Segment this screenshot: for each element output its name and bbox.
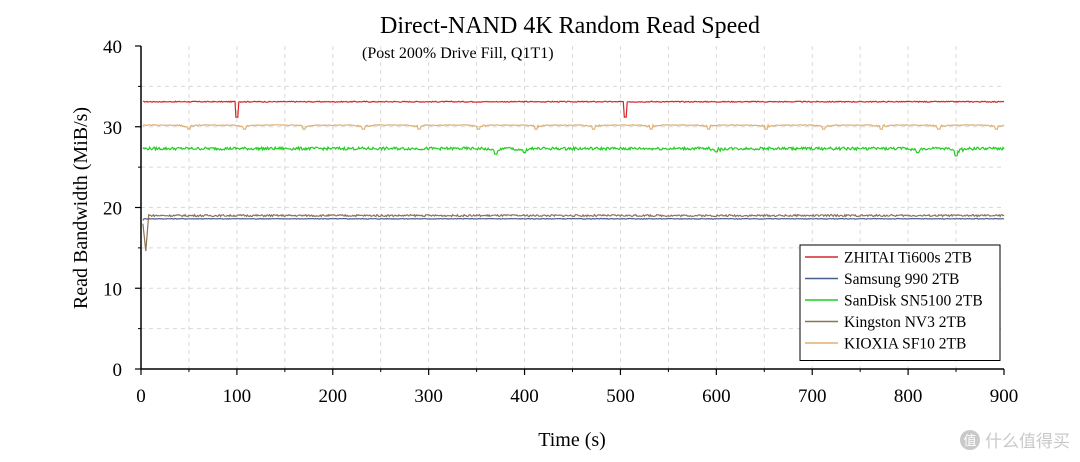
x-tick-label: 300 [414,386,443,407]
x-tick-label: 400 [510,386,539,407]
y-tick-label: 0 [113,360,123,381]
watermark: 值 什么值得买 [960,427,1070,452]
series-line-zhitai-ti600s-2tb [142,100,1005,118]
legend-box [799,244,1001,361]
chart-title: Direct-NAND 4K Random Read Speed [380,13,760,39]
legend-label: ZHITAI Ti600s 2TB [844,250,972,267]
x-tick-label: 600 [702,386,731,407]
series-layer [142,100,1005,252]
x-tick-label: 700 [798,386,827,407]
legend-label: Samsung 990 2TB [844,271,959,288]
x-tick-label: 800 [894,386,923,407]
legend: ZHITAI Ti600s 2TB Samsung 990 2TB SanDisk … [799,244,1001,361]
x-tick-label: 900 [990,386,1019,407]
series-line-sandisk-sn5100-2tb [142,145,1005,157]
x-tick-label: 500 [606,386,635,407]
x-tick-label: 0 [136,386,146,407]
legend-label: Kingston NV3 2TB [844,314,966,331]
y-tick-label: 30 [103,118,122,139]
series-line-kingston-nv3-2tb [142,213,1005,252]
x-tick-label: 200 [319,386,348,407]
legend-label: KIOXIA SF10 2TB [844,336,966,353]
y-tick-label: 40 [103,37,122,58]
y-tick-label: 20 [103,199,122,220]
y-tick-label: 10 [103,279,122,300]
x-tick-label: 100 [223,386,252,407]
watermark-text: 什么值得买 [985,432,1070,452]
series-line-kioxia-sf10-2tb [142,123,1005,130]
legend-label: SanDisk SN5100 2TB [844,293,983,310]
series-line-samsung-990-2tb [142,217,1005,221]
x-axis-label: Time (s) [538,429,606,451]
axes-layer: 0 100 200 300 400 500 600 700 800 900 0 10 20 30 40 [103,37,1018,407]
watermark-logo-icon: 值 [960,429,980,450]
grid-layer [141,46,1004,369]
y-axis-label: Read Bandwidth (MiB/s) [70,107,92,309]
chart-subtitle: (Post 200% Drive Fill, Q1T1) [362,45,554,62]
